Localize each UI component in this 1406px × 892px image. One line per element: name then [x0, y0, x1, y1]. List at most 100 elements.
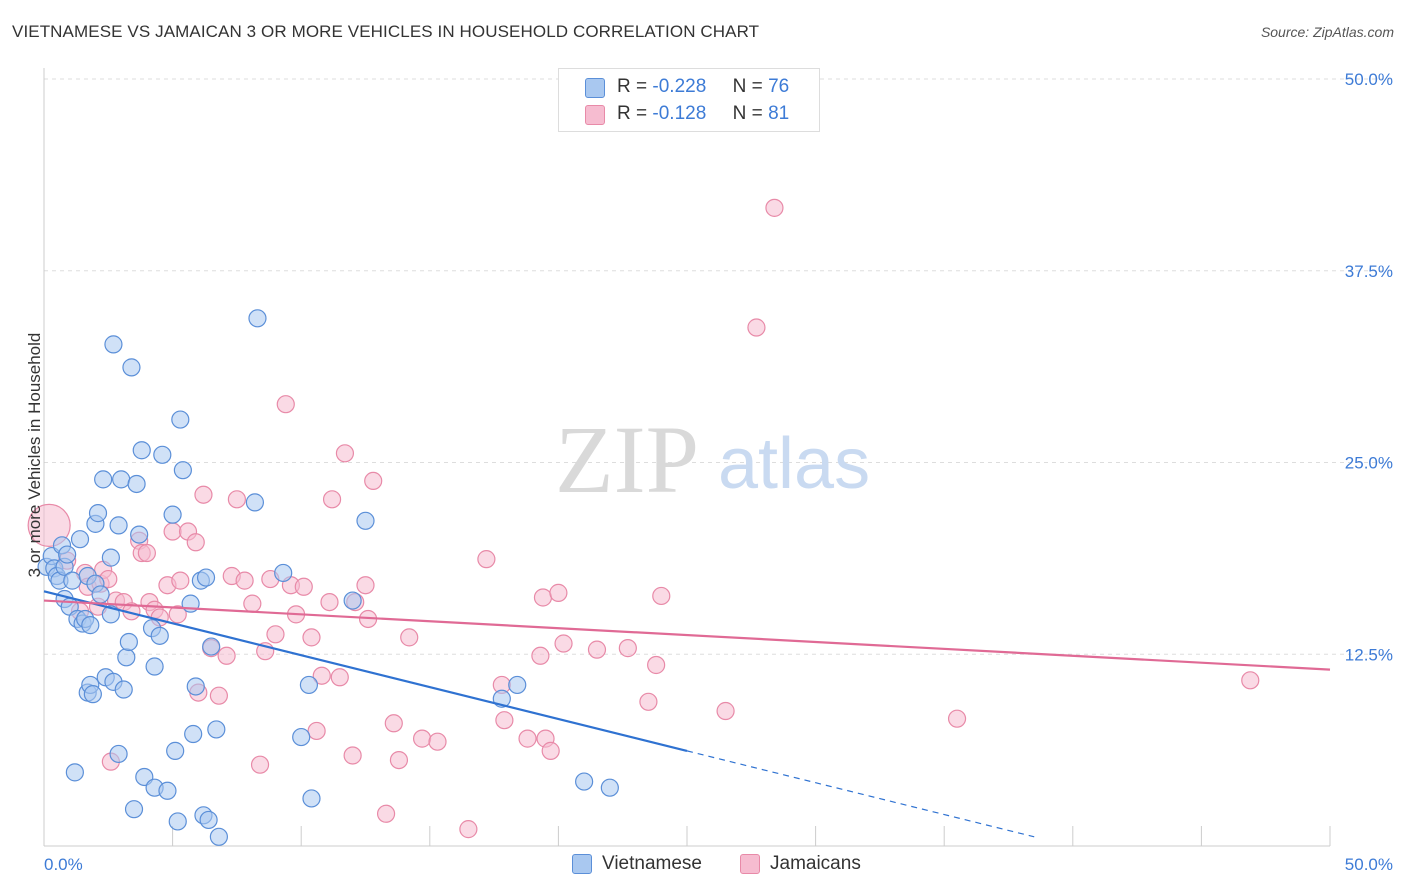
- vietnamese-point: [104, 335, 123, 354]
- chart-title: VIETNAMESE VS JAMAICAN 3 OR MORE VEHICLE…: [12, 22, 760, 41]
- vietnamese-point: [109, 744, 128, 764]
- vietnamese-point: [168, 812, 187, 831]
- jamaican-point: [947, 709, 967, 728]
- source-label: Source: ZipAtlas.com: [1260, 24, 1394, 40]
- y-tick-label: 12.5%: [1345, 645, 1393, 664]
- jamaican-point: [227, 490, 246, 509]
- jamaican-point: [312, 666, 331, 685]
- vietnamese-point: [186, 677, 205, 696]
- vietnamese-point: [88, 504, 108, 523]
- vietnamese-point: [209, 827, 228, 846]
- jamaican-points: [27, 198, 1260, 839]
- jamaican-point: [343, 746, 362, 765]
- x-tick-label: 0.0%: [44, 855, 83, 874]
- jamaican-point: [250, 755, 270, 774]
- vietnamese-point: [163, 505, 182, 524]
- axes: [43, 68, 1331, 847]
- vietnamese-point: [600, 778, 619, 797]
- jamaican-point: [235, 571, 254, 590]
- jamaican-point: [652, 586, 671, 606]
- jamaican-point: [302, 628, 321, 647]
- jamaican-point: [356, 576, 375, 595]
- vietnamese-trend-line: [43, 590, 688, 752]
- vietnamese-point: [575, 772, 594, 791]
- vietnamese-point: [202, 637, 221, 656]
- jamaican-point: [459, 820, 478, 839]
- jamaican-point: [531, 646, 550, 665]
- jamaican-point: [495, 711, 514, 730]
- jamaican-point: [400, 628, 419, 647]
- legend-r-value: -0.228: [652, 76, 707, 97]
- jamaican-point: [27, 503, 71, 547]
- vietnamese-point: [101, 548, 120, 567]
- jamaican-point: [186, 533, 205, 552]
- jamaican-point: [217, 646, 236, 665]
- vietnamese-point: [343, 591, 362, 610]
- vietnamese-point: [153, 445, 172, 464]
- jamaican-point: [716, 701, 735, 721]
- vietnamese-point: [117, 648, 136, 667]
- jamaican-point: [163, 522, 182, 541]
- vietnamese-point: [245, 493, 265, 512]
- x-tick-label: 50.0%: [1345, 855, 1393, 874]
- vietnamese-point: [166, 741, 185, 760]
- legend-swatch-vietnamese: [585, 78, 605, 98]
- y-tick-label: 25.0%: [1345, 454, 1393, 473]
- jamaican-point: [364, 471, 383, 491]
- jamaican-point: [1241, 671, 1260, 690]
- grid-lines: [44, 78, 1392, 655]
- vietnamese-point: [65, 763, 84, 782]
- jamaican-point: [335, 444, 355, 463]
- legend-r-label: R =: [617, 103, 648, 124]
- jamaican-point: [389, 750, 409, 770]
- vietnamese-point: [356, 511, 375, 530]
- correlation-legend: R = -0.228 N = 76 R = -0.128 N = 81: [558, 68, 820, 132]
- vietnamese-point: [302, 789, 321, 808]
- jamaican-point: [533, 588, 553, 607]
- jamaicans-label: Jamaicans: [770, 853, 861, 874]
- jamaican-point: [276, 395, 295, 414]
- vietnamese-point: [199, 810, 218, 830]
- vietnamese-points: [37, 309, 619, 846]
- legend-r-value: -0.128: [652, 103, 707, 124]
- jamaican-point: [320, 592, 339, 612]
- vietnamese-point: [184, 724, 203, 744]
- jamaican-point: [477, 550, 496, 569]
- tick-labels: 12.5% 25.0% 37.5% 50.0% 0.0% 50.0%: [44, 70, 1393, 874]
- vietnamese-point: [119, 632, 138, 652]
- vietnamese-point: [70, 530, 90, 549]
- vietnamese-point: [274, 563, 293, 583]
- vietnamese-point: [158, 781, 177, 800]
- vietnamese-point: [132, 441, 151, 460]
- jamaican-point: [647, 655, 666, 675]
- y-axis-label: 3 or more Vehicles in Household: [25, 333, 44, 578]
- vietnamese-point: [81, 616, 100, 635]
- vietnamese-point: [299, 675, 319, 695]
- jamaican-trend-line: [43, 599, 1331, 671]
- jamaican-point: [168, 605, 187, 624]
- vietnamese-point: [173, 461, 192, 480]
- jamaican-point: [549, 583, 568, 602]
- jamaican-point: [618, 639, 637, 658]
- vietnamese-point: [114, 680, 133, 699]
- jamaican-point: [384, 714, 403, 733]
- watermark: ZIP atlas: [555, 406, 870, 513]
- jamaican-point: [412, 729, 432, 748]
- jamaican-point: [518, 729, 537, 748]
- jamaicans-swatch: [740, 854, 760, 874]
- jamaican-point: [330, 668, 349, 687]
- vietnamese-point: [83, 685, 102, 704]
- vietnamese-point: [145, 657, 164, 676]
- legend-n-value: 76: [768, 76, 790, 97]
- jamaican-point: [307, 721, 326, 741]
- jamaican-point: [171, 571, 190, 590]
- jamaican-point: [266, 625, 285, 644]
- legend-n-label: N =: [732, 76, 763, 97]
- vietnamese-point: [58, 545, 77, 564]
- legend-n-label: N =: [732, 103, 763, 124]
- jamaican-point: [428, 732, 447, 751]
- jamaican-point: [541, 741, 560, 760]
- jamaican-point: [294, 577, 313, 596]
- y-tick-label: 50.0%: [1345, 70, 1393, 89]
